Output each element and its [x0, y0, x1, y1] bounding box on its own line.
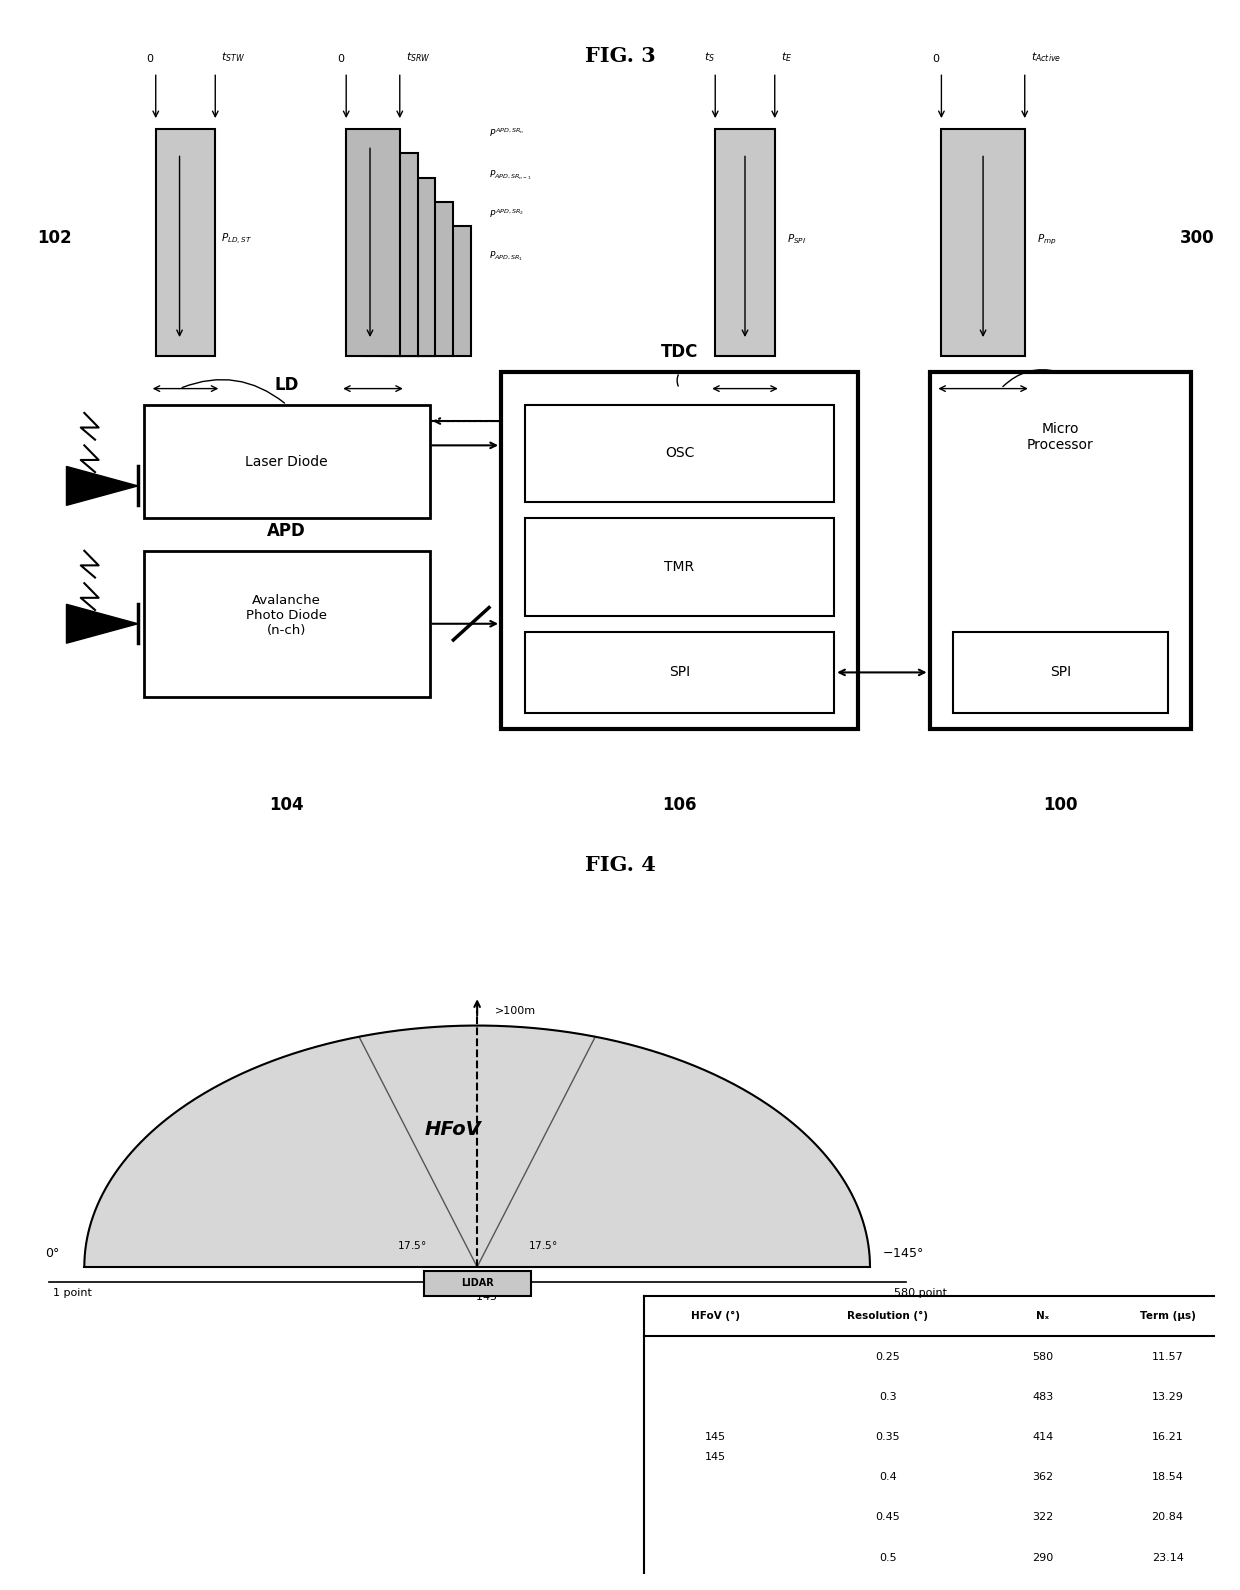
Text: 104: 104	[269, 797, 304, 814]
Text: $P_{APD,SR_1}$: $P_{APD,SR_1}$	[489, 250, 523, 264]
Text: OSC: OSC	[665, 447, 694, 461]
Polygon shape	[418, 226, 471, 356]
Polygon shape	[525, 405, 835, 502]
Text: $0°$: $0°$	[46, 1247, 61, 1259]
Polygon shape	[346, 129, 399, 356]
Polygon shape	[399, 202, 454, 356]
Text: Micro
Processor: Micro Processor	[1027, 423, 1094, 452]
Text: 300: 300	[1179, 229, 1214, 246]
Text: $t_S$: $t_S$	[704, 51, 714, 64]
Text: HFoV: HFoV	[425, 1121, 481, 1140]
Text: $P_{LD,ST}$: $P_{LD,ST}$	[221, 232, 253, 248]
Text: SPI: SPI	[1050, 665, 1071, 679]
Text: $P_{mp}$: $P_{mp}$	[1037, 234, 1056, 248]
Text: $t_E$: $t_E$	[781, 51, 792, 64]
Text: 11.57: 11.57	[1152, 1352, 1183, 1361]
Polygon shape	[67, 466, 138, 506]
Text: 13.29: 13.29	[1152, 1391, 1183, 1402]
Text: FIG. 3: FIG. 3	[584, 46, 656, 67]
Text: $P_{SPI}$: $P_{SPI}$	[786, 232, 806, 246]
Text: 0.35: 0.35	[875, 1433, 900, 1442]
Text: 580 point: 580 point	[894, 1288, 947, 1297]
Text: 322: 322	[1032, 1512, 1053, 1522]
Text: $-145°$: $-145°$	[882, 1247, 924, 1259]
Text: $145°$: $145°$	[475, 1289, 503, 1302]
Polygon shape	[525, 518, 835, 615]
Polygon shape	[954, 631, 1168, 712]
Text: $17.5°$: $17.5°$	[397, 1239, 427, 1251]
Polygon shape	[144, 405, 429, 518]
Text: LD: LD	[274, 375, 299, 394]
Polygon shape	[930, 372, 1192, 730]
Text: 0.25: 0.25	[875, 1352, 900, 1361]
Text: LIDAR: LIDAR	[461, 1278, 494, 1288]
Text: 580: 580	[1032, 1352, 1053, 1361]
Text: 483: 483	[1032, 1391, 1053, 1402]
Text: 0: 0	[146, 54, 154, 64]
Text: Laser Diode: Laser Diode	[246, 455, 329, 469]
Text: 145: 145	[704, 1452, 725, 1463]
Text: TDC: TDC	[661, 343, 698, 361]
Polygon shape	[84, 1026, 870, 1267]
Text: 0: 0	[932, 54, 939, 64]
Text: 414: 414	[1032, 1433, 1053, 1442]
Text: 23.14: 23.14	[1152, 1553, 1183, 1563]
FancyBboxPatch shape	[424, 1270, 531, 1296]
Text: FIG. 4: FIG. 4	[584, 855, 656, 875]
Polygon shape	[156, 129, 216, 356]
Text: $P_{APD,SR_{n-1}}$: $P_{APD,SR_{n-1}}$	[489, 169, 532, 183]
Text: 16.21: 16.21	[1152, 1433, 1183, 1442]
Text: SPI: SPI	[668, 665, 691, 679]
Text: 0: 0	[337, 54, 343, 64]
Text: 100: 100	[1043, 797, 1078, 814]
Text: HFoV (°): HFoV (°)	[691, 1312, 740, 1321]
Text: 362: 362	[1032, 1472, 1053, 1482]
Polygon shape	[382, 178, 435, 356]
Text: 290: 290	[1032, 1553, 1053, 1563]
Text: 106: 106	[662, 797, 697, 814]
Text: 0.5: 0.5	[879, 1553, 897, 1563]
Text: >100m: >100m	[495, 1006, 536, 1016]
Text: 0.3: 0.3	[879, 1391, 897, 1402]
Text: Nₓ: Nₓ	[1037, 1312, 1049, 1321]
Text: 18.54: 18.54	[1152, 1472, 1183, 1482]
Polygon shape	[501, 372, 858, 730]
Text: 102: 102	[37, 229, 72, 246]
Polygon shape	[715, 129, 775, 356]
Text: Resolution (°): Resolution (°)	[847, 1312, 929, 1321]
Polygon shape	[941, 129, 1024, 356]
Text: APD: APD	[268, 522, 306, 539]
Text: $P^{APD,SR_2}$: $P^{APD,SR_2}$	[489, 208, 525, 221]
Text: Avalanche
Photo Diode
(n-ch): Avalanche Photo Diode (n-ch)	[247, 595, 327, 638]
Polygon shape	[144, 550, 429, 696]
Text: TMR: TMR	[665, 560, 694, 574]
Text: 145: 145	[704, 1433, 725, 1442]
Polygon shape	[365, 154, 418, 356]
Text: 0.45: 0.45	[875, 1512, 900, 1522]
Text: $17.5°$: $17.5°$	[527, 1239, 557, 1251]
Polygon shape	[67, 604, 138, 644]
Text: 0.4: 0.4	[879, 1472, 897, 1482]
Text: $t_{STW}$: $t_{STW}$	[221, 51, 246, 64]
Text: $P^{APD,SR_n}$: $P^{APD,SR_n}$	[489, 127, 525, 140]
Text: 1 point: 1 point	[53, 1288, 92, 1297]
Text: $t_{Active}$: $t_{Active}$	[1030, 51, 1061, 64]
Text: Term (μs): Term (μs)	[1140, 1312, 1195, 1321]
Polygon shape	[525, 631, 835, 712]
Text: $t_{SRW}$: $t_{SRW}$	[405, 51, 430, 64]
Text: 20.84: 20.84	[1152, 1512, 1184, 1522]
